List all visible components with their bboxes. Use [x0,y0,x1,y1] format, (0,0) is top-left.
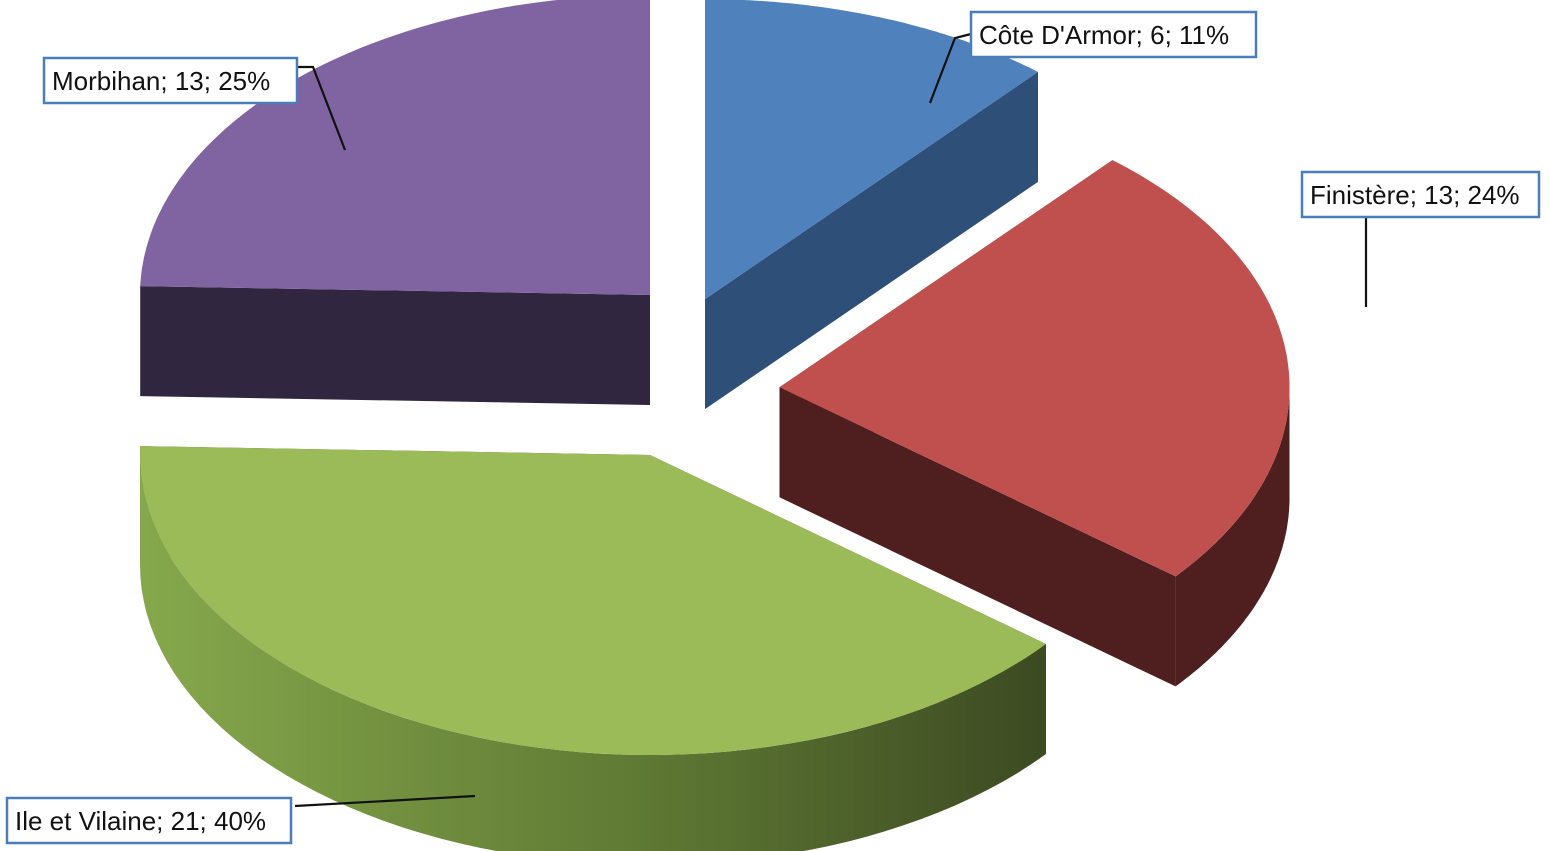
data-labels: Côte D'Armor; 6; 11% Finistère; 13; 24% … [5,10,1541,845]
label-text-cote-darmor: Côte D'Armor; 6; 11% [979,20,1229,50]
slice-c-te-d-armor [705,0,1038,410]
slice-top-c-te-d-armor [705,0,1038,300]
label-box-cote-darmor [969,10,1258,59]
slice-top-finist-re [779,160,1290,577]
label-cote-darmor: Côte D'Armor; 6; 11% [928,10,1258,104]
slice-wall-morbihan-0 [140,286,650,405]
leader-line-cote-darmor [928,32,972,104]
label-box-finistere [1300,170,1541,219]
slice-wall-c-te-d-armor-1 [705,71,1038,410]
slice-side-finist-re [1175,387,1290,687]
label-text-finistere: Finistère; 13; 24% [1310,180,1520,210]
slice-top-morbihan [140,0,650,295]
slice-top-ile-et-vilaine [140,446,1046,755]
slice-morbihan [140,0,650,405]
slice-side-ile-et-vilaine [140,455,1046,851]
label-text-ile-et-vilaine: Ile et Vilaine; 21; 40% [15,806,266,836]
label-morbihan: Morbihan; 13; 25% [42,56,347,151]
slice-wall-finist-re-1 [779,387,1176,687]
leader-line-morbihan [297,65,347,151]
label-box-morbihan [42,56,299,105]
pie-slices [140,0,1290,851]
slice-ile-et-vilaine [140,446,1046,851]
label-ile-et-vilaine: Ile et Vilaine; 21; 40% [5,794,476,845]
leader-line-ile-et-vilaine [294,794,476,808]
label-box-ile-et-vilaine [5,796,293,845]
label-finistere: Finistère; 13; 24% [1300,170,1541,307]
slice-finist-re [779,160,1290,687]
label-text-morbihan: Morbihan; 13; 25% [52,66,270,96]
